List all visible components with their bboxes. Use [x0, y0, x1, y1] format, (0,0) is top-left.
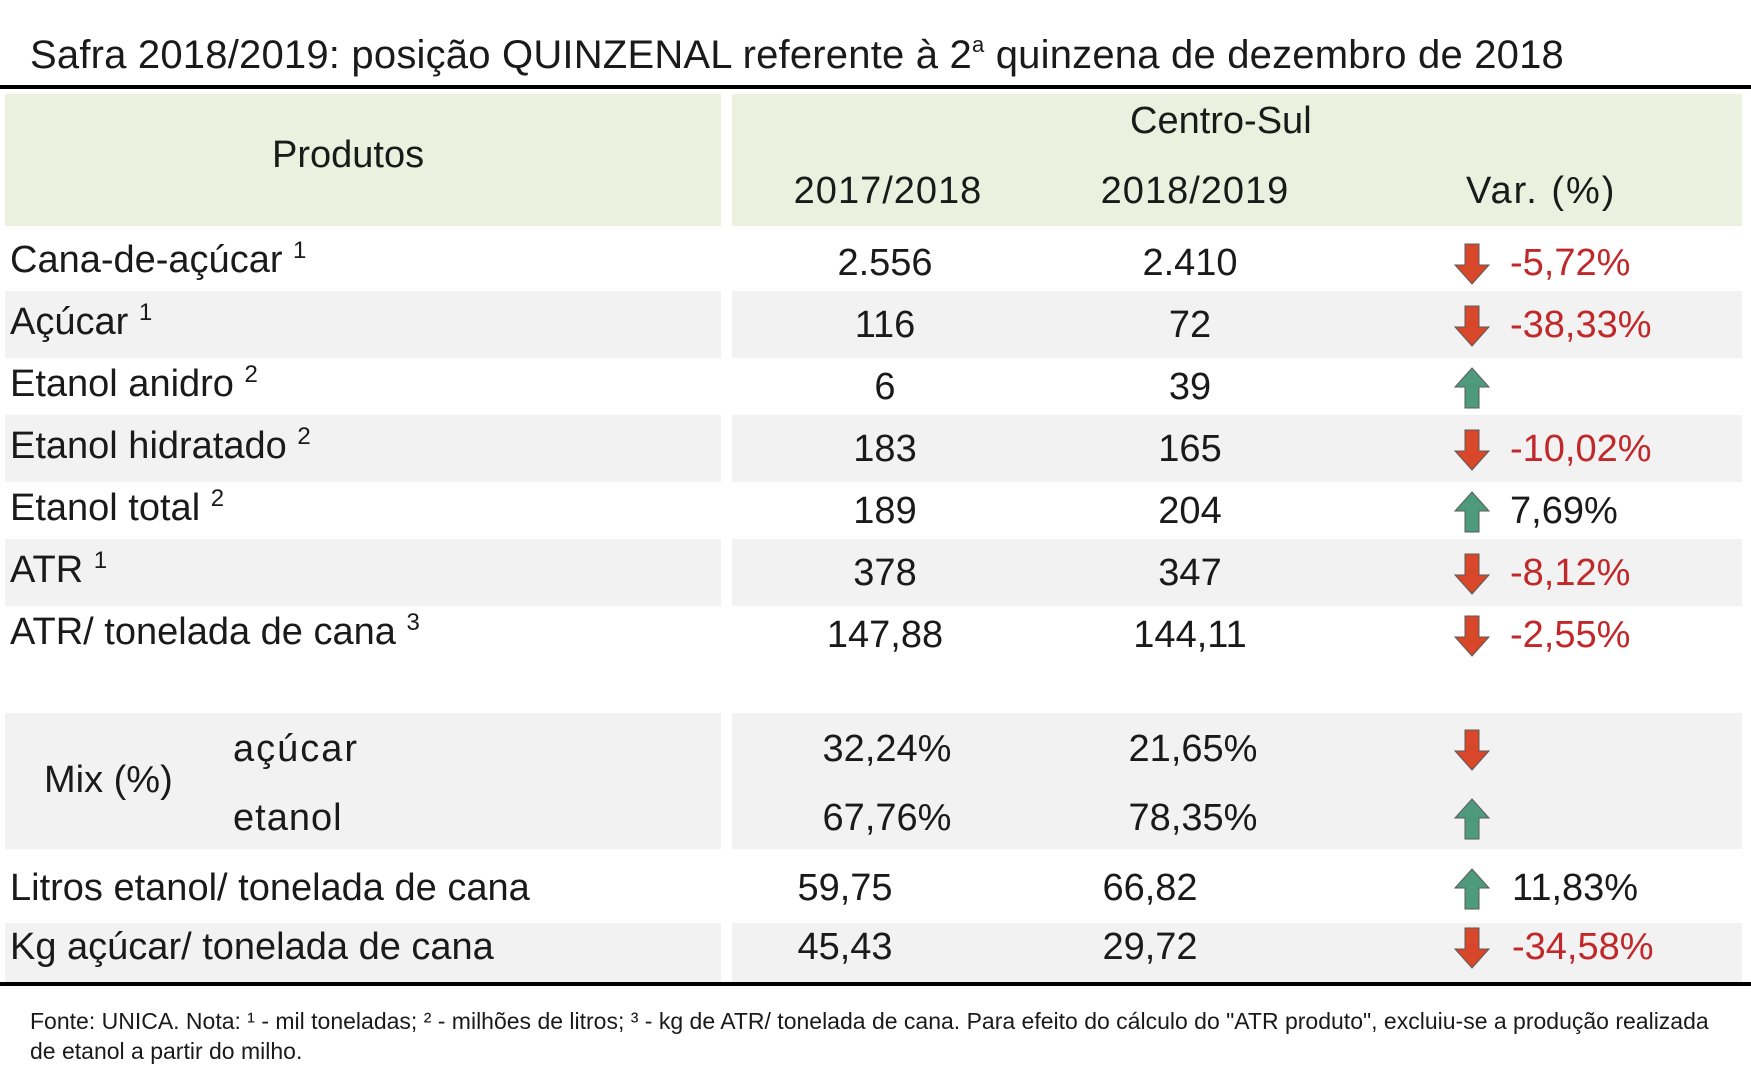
value-2018-2019: 29,72	[1102, 926, 1198, 968]
value-2018-2019: 66,82	[1102, 867, 1198, 909]
row-band-left	[5, 291, 721, 358]
value-2017-2018: 147,88	[826, 614, 944, 656]
variation-value: 7,69%	[1510, 490, 1618, 532]
row-label: Litros etanol/ tonelada de cana	[10, 867, 530, 909]
footnote: Fonte: UNICA. Nota: ¹ - mil toneladas; ²…	[30, 1008, 1709, 1064]
value-2017-2018: 2.556	[837, 242, 933, 284]
variation-value: -34,58%	[1512, 926, 1654, 968]
value-2018-2019: 204	[1158, 490, 1222, 532]
mix-ethanol-2017-2018: 67,76%	[822, 797, 952, 839]
header-products-cell	[5, 94, 721, 226]
row-label: Etanol anidro 2	[10, 361, 258, 406]
row-band-left	[5, 415, 721, 482]
arrow-up-icon	[1453, 868, 1491, 910]
value-2017-2018: 45,43	[797, 926, 893, 968]
row-label: Cana-de-açúcar 1	[10, 237, 307, 282]
value-2018-2019: 144,11	[1133, 614, 1247, 656]
value-2017-2018: 59,75	[797, 867, 893, 909]
header-region-cell	[732, 94, 1742, 226]
variation-value: -5,72%	[1510, 242, 1631, 284]
mix-sugar-2017-2018: 32,24%	[822, 728, 952, 770]
arrow-down-icon	[1453, 615, 1491, 657]
value-2018-2019: 2.410	[1142, 242, 1238, 284]
row-label: Etanol hidratado 2	[10, 423, 311, 468]
top-rule	[0, 85, 1751, 89]
variation-value: -10,02%	[1510, 428, 1652, 470]
value-2018-2019: 347	[1158, 552, 1222, 594]
mix-label: Mix (%)	[44, 759, 173, 801]
value-2017-2018: 378	[853, 552, 917, 594]
row-label: ATR/ tonelada de cana 3	[10, 609, 420, 654]
arrow-down-icon	[1453, 305, 1491, 347]
mix-band	[732, 713, 1742, 849]
row-label: Kg açúcar/ tonelada de cana	[10, 926, 494, 968]
row-band	[732, 291, 1742, 358]
mix-ethanol-2018-2019: 78,35%	[1128, 797, 1258, 839]
header-col-2017-2018: 2017/2018	[793, 170, 983, 212]
variation-value: -38,33%	[1510, 304, 1652, 346]
variation-value: -8,12%	[1510, 552, 1631, 594]
arrow-down-icon	[1453, 243, 1491, 285]
row-band-left	[5, 539, 721, 606]
arrow-up-icon	[1453, 798, 1491, 840]
value-2018-2019: 165	[1158, 428, 1222, 470]
arrow-down-icon	[1453, 927, 1491, 969]
value-2017-2018: 183	[853, 428, 917, 470]
value-2017-2018: 116	[854, 304, 916, 346]
header-col-variation: Var. (%)	[1466, 170, 1617, 212]
arrow-down-icon	[1453, 729, 1491, 771]
value-2018-2019: 39	[1168, 366, 1212, 408]
value-2018-2019: 72	[1168, 304, 1212, 346]
row-label: Açúcar 1	[10, 299, 153, 344]
row-band	[732, 923, 1742, 983]
row-band-left	[5, 923, 721, 983]
arrow-up-icon	[1453, 491, 1491, 533]
bottom-rule	[0, 982, 1751, 986]
header-region: Centro-Sul	[1130, 100, 1312, 142]
mix-sugar-label: açúcar	[233, 728, 360, 770]
header-col-2018-2019: 2018/2019	[1100, 170, 1290, 212]
arrow-up-icon	[1453, 367, 1491, 409]
value-2017-2018: 6	[874, 366, 896, 408]
mix-ethanol-label: etanol	[233, 797, 343, 839]
mix-sugar-2018-2019: 21,65%	[1128, 728, 1258, 770]
arrow-down-icon	[1453, 553, 1491, 595]
table-title: Safra 2018/2019: posição QUINZENAL refer…	[30, 32, 1564, 77]
arrow-down-icon	[1453, 429, 1491, 471]
row-label: Etanol total 2	[10, 485, 225, 530]
variation-value: 11,83%	[1512, 867, 1639, 909]
header-produtos: Produtos	[272, 134, 425, 176]
mix-band	[5, 713, 721, 849]
value-2017-2018: 189	[853, 490, 917, 532]
row-band	[732, 539, 1742, 606]
row-label: ATR 1	[10, 547, 108, 592]
variation-value: -2,55%	[1510, 614, 1631, 656]
row-band	[732, 415, 1742, 482]
